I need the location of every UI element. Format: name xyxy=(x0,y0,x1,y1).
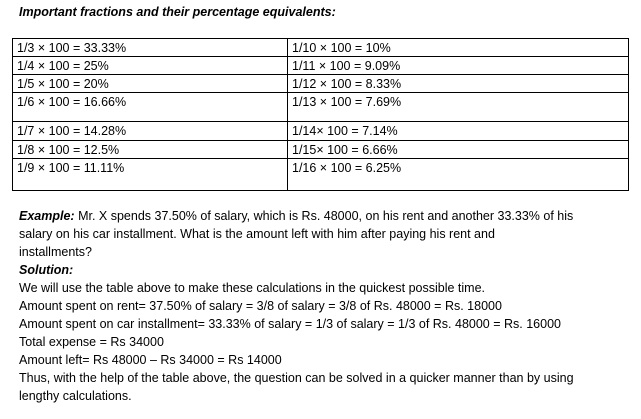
table-cell: 1/5 × 100 = 20% xyxy=(12,74,288,93)
table-cell: 1/16 × 100 = 6.25% xyxy=(287,158,629,191)
solution-text: lengthy calculations. xyxy=(19,389,132,403)
solution-text: Total expense = Rs 34000 xyxy=(19,335,164,349)
table-cell: 1/11 × 100 = 9.09% xyxy=(287,56,629,75)
example-label: Example: xyxy=(19,209,75,223)
table-cell: 1/9 × 100 = 11.11% xyxy=(12,158,288,191)
solution-line: lengthy calculations. xyxy=(19,389,132,403)
table-cell: 1/4 × 100 = 25% xyxy=(12,56,288,75)
example-line: salary on his car installment. What is t… xyxy=(19,227,495,241)
table-cell: 1/7 × 100 = 14.28% xyxy=(12,121,288,141)
solution-line: We will use the table above to make thes… xyxy=(19,281,485,295)
table-cell: 1/10 × 100 = 10% xyxy=(287,38,629,57)
table-cell: 1/8 × 100 = 12.5% xyxy=(12,140,288,159)
solution-line: Thus, with the help of the table above, … xyxy=(19,371,574,385)
table-cell: 1/6 × 100 = 16.66% xyxy=(12,92,288,122)
table-cell: 1/13 × 100 = 7.69% xyxy=(287,92,629,122)
table-cell: 1/14× 100 = 7.14% xyxy=(287,121,629,141)
example-line: Example: Mr. X spends 37.50% of salary, … xyxy=(19,209,573,223)
example-line: installments? xyxy=(19,245,92,259)
solution-text: Amount spent on car installment= 33.33% … xyxy=(19,317,561,331)
solution-line: Amount spent on car installment= 33.33% … xyxy=(19,317,561,331)
table-cell: 1/15× 100 = 6.66% xyxy=(287,140,629,159)
solution-text: Amount spent on rent= 37.50% of salary =… xyxy=(19,299,502,313)
solution-text: Thus, with the help of the table above, … xyxy=(19,371,574,385)
solution-text: Amount left= Rs 48000 – Rs 34000 = Rs 14… xyxy=(19,353,282,367)
solution-line: Amount left= Rs 48000 – Rs 34000 = Rs 14… xyxy=(19,353,282,367)
example-text: Mr. X spends 37.50% of salary, which is … xyxy=(78,209,574,223)
table-cell: 1/12 × 100 = 8.33% xyxy=(287,74,629,93)
title: Important fractions and their percentage… xyxy=(19,5,336,19)
example-text: salary on his car installment. What is t… xyxy=(19,227,495,241)
example-text: installments? xyxy=(19,245,92,259)
solution-text: We will use the table above to make thes… xyxy=(19,281,485,295)
table-cell: 1/3 × 100 = 33.33% xyxy=(12,38,288,57)
solution-line: Total expense = Rs 34000 xyxy=(19,335,164,349)
solution-line: Amount spent on rent= 37.50% of salary =… xyxy=(19,299,502,313)
solution-label: Solution: xyxy=(19,263,74,277)
